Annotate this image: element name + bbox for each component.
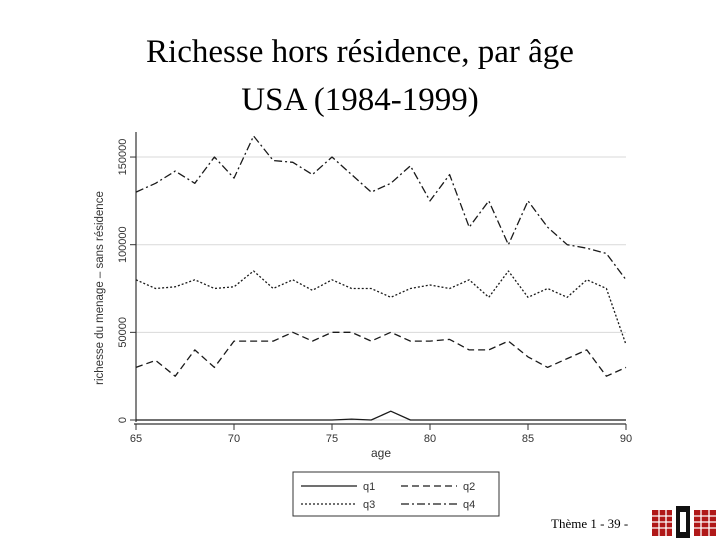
slide-title-line-1: Richesse hors résidence, par âge [146,34,574,70]
slide-title-line-2: USA (1984-1999) [241,82,479,118]
series-line-q3 [135,270,627,345]
chart-series [135,135,627,421]
legend-label-q3: q3 [363,499,375,511]
legend-box [292,471,500,517]
y-tick-label: 0 [117,417,129,423]
chart-gridlines [136,156,626,421]
slide-footer: Thème 1 - 39 - [551,516,629,531]
wealth-by-age-chart: 0 50000 100000 150000 65 70 75 80 85 90 richesse … [94,132,632,517]
y-tick-label: 50000 [117,317,129,348]
chart-legend: q1 q2 q3 q4 [292,471,500,517]
legend-label-q1: q1 [363,481,375,493]
x-tick-label: 85 [522,433,534,445]
x-tick-label: 70 [228,433,240,445]
chart-axes: 0 50000 100000 150000 65 70 75 80 85 90 [117,132,632,445]
series-line-q4 [135,135,627,281]
x-tick-label: 65 [130,433,142,445]
legend-label-q2: q2 [463,481,475,493]
legend-label-q4: q4 [463,499,475,511]
series-line-q1 [136,410,626,421]
y-axis-label: richesse du menage – sans résidence [94,191,106,385]
y-tick-label: 150000 [117,139,129,176]
x-tick-label: 90 [620,433,632,445]
x-tick-label: 75 [326,433,338,445]
x-axis-label: age [371,446,391,460]
series-line-q2 [135,331,627,377]
y-tick-label: 100000 [117,226,129,263]
x-tick-label: 80 [424,433,436,445]
institution-logo-icon [652,506,716,538]
